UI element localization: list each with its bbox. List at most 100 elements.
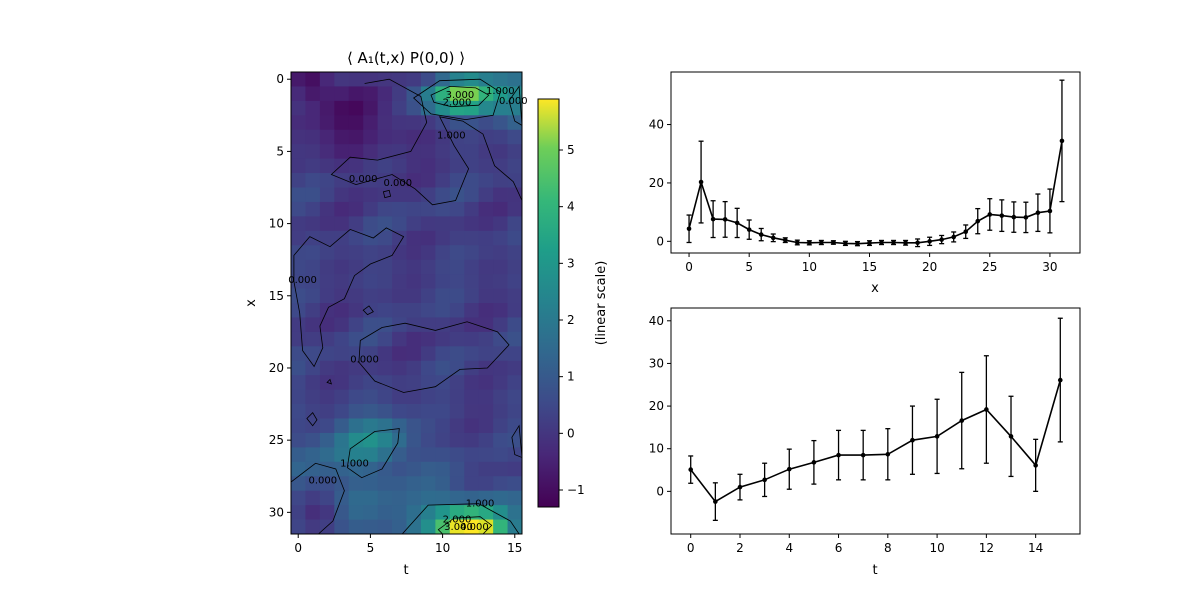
heatmap-cell [507,100,522,116]
heatmap-cell [507,490,522,506]
heatmap-cell [493,274,508,289]
heatmap-cell [334,115,350,131]
heatmap-cell [420,331,436,347]
heatmap-cell [363,158,379,174]
heatmap-cell [420,201,436,217]
x-profile-data-point [1023,215,1029,220]
heatmap-cell [319,418,335,434]
heatmap-cell [464,129,480,145]
heatmap-cell [493,303,508,318]
heatmap-cell [406,201,422,217]
contour-line [346,428,400,479]
heatmap-cell [363,129,379,145]
y-tick-label: 20 [269,361,284,375]
heatmap-cell [305,317,321,333]
heatmap-cell [507,317,522,333]
contour-line [306,412,318,427]
heatmap-cell [348,201,364,217]
heatmap-cell [449,245,465,261]
heatmap-cell [377,144,393,160]
heatmap-cell [363,432,379,448]
heatmap-cell [392,303,407,318]
heatmap-panel: ⟨ A₁(t,x) P(0,0) ⟩ 3.0002.0001.0001.0000… [244,49,528,578]
x-profile-data-point [1059,138,1065,144]
heatmap-cell [464,505,480,520]
heatmap-cell [319,331,335,347]
heatmap-cell [291,72,306,87]
heatmap-cell [435,129,451,145]
x-profile-y-ticks: 0 20 40 [649,118,671,248]
heatmap-cell [377,187,393,203]
heatmap-cell [348,158,364,174]
heatmap-cell [305,346,321,362]
heatmap-cell [291,230,306,246]
heatmap-cell [464,274,480,289]
heatmap-cell [449,72,465,87]
heatmap-cell [406,519,422,534]
heatmap-cell [363,317,379,333]
heatmap-contours [291,78,522,534]
heatmap-cell [319,72,335,87]
heatmap-cell [334,432,350,448]
x-profile-data-point [951,234,956,240]
heatmap-cell [291,216,306,232]
heatmap-cell [392,230,407,246]
heatmap-cell [507,173,522,188]
heatmap-cell [334,331,350,347]
x-profile-y-tick-label: 20 [649,176,664,190]
heatmap-cell [507,375,522,391]
heatmap-cell [449,100,465,116]
t-profile-y-tick-label: 40 [649,314,664,328]
heatmap-cell [363,375,379,391]
heatmap-cell [406,461,422,477]
heatmap-cell [305,389,321,405]
heatmap-cell [334,303,350,318]
heatmap-cell [449,432,465,448]
x-profile-data-point [770,235,776,241]
heatmap-cell [406,173,422,188]
heatmap-cell [377,375,393,391]
heatmap-cell [464,86,480,102]
heatmap-cell [478,505,494,520]
heatmap-cell [449,490,465,506]
heatmap-cell [334,505,350,520]
heatmap-cell [319,230,335,246]
t-profile-x-tick-label: 10 [929,541,944,555]
heatmap-cell [348,216,364,232]
colorbar-tick-label: 0 [567,426,575,440]
heatmap-cell [334,317,350,333]
y-tick-label: 10 [269,217,284,231]
x-profile-data-point [1047,208,1053,214]
x-profile-series-line [688,140,1063,245]
x-profile-data-point [710,216,716,222]
x-profile-data-point [819,240,824,245]
t-profile-data-point [811,460,817,465]
contour-label: 0.000 [383,178,412,189]
heatmap-cell [392,360,407,376]
heatmap-cell [493,490,508,506]
heatmap-cell [305,519,321,534]
heatmap-cell [449,360,465,376]
heatmap-cell [406,158,422,174]
y-tick-label: 15 [269,289,284,303]
contour-line [508,85,522,126]
heatmap-cell [392,245,407,261]
heatmap-cell [507,187,522,203]
heatmap-cell [420,158,436,174]
colorbar-gradient [537,98,560,508]
heatmap-cells [291,72,522,534]
heatmap-cell [449,274,465,289]
heatmap-cell [348,72,364,87]
heatmap-cell [348,389,364,405]
heatmap-cell [406,100,422,116]
heatmap-cell [478,447,494,463]
x-profile-data-point [758,232,764,237]
heatmap-cell [392,187,407,203]
heatmap-cell [319,346,335,362]
heatmap-cell [464,519,480,534]
heatmap-cell [319,404,335,419]
heatmap-cell [377,274,393,289]
heatmap-cell [435,259,451,275]
t-profile-x-ticks: 0 2 4 6 8 10 12 14 [687,534,1043,555]
heatmap-cell [449,346,465,362]
